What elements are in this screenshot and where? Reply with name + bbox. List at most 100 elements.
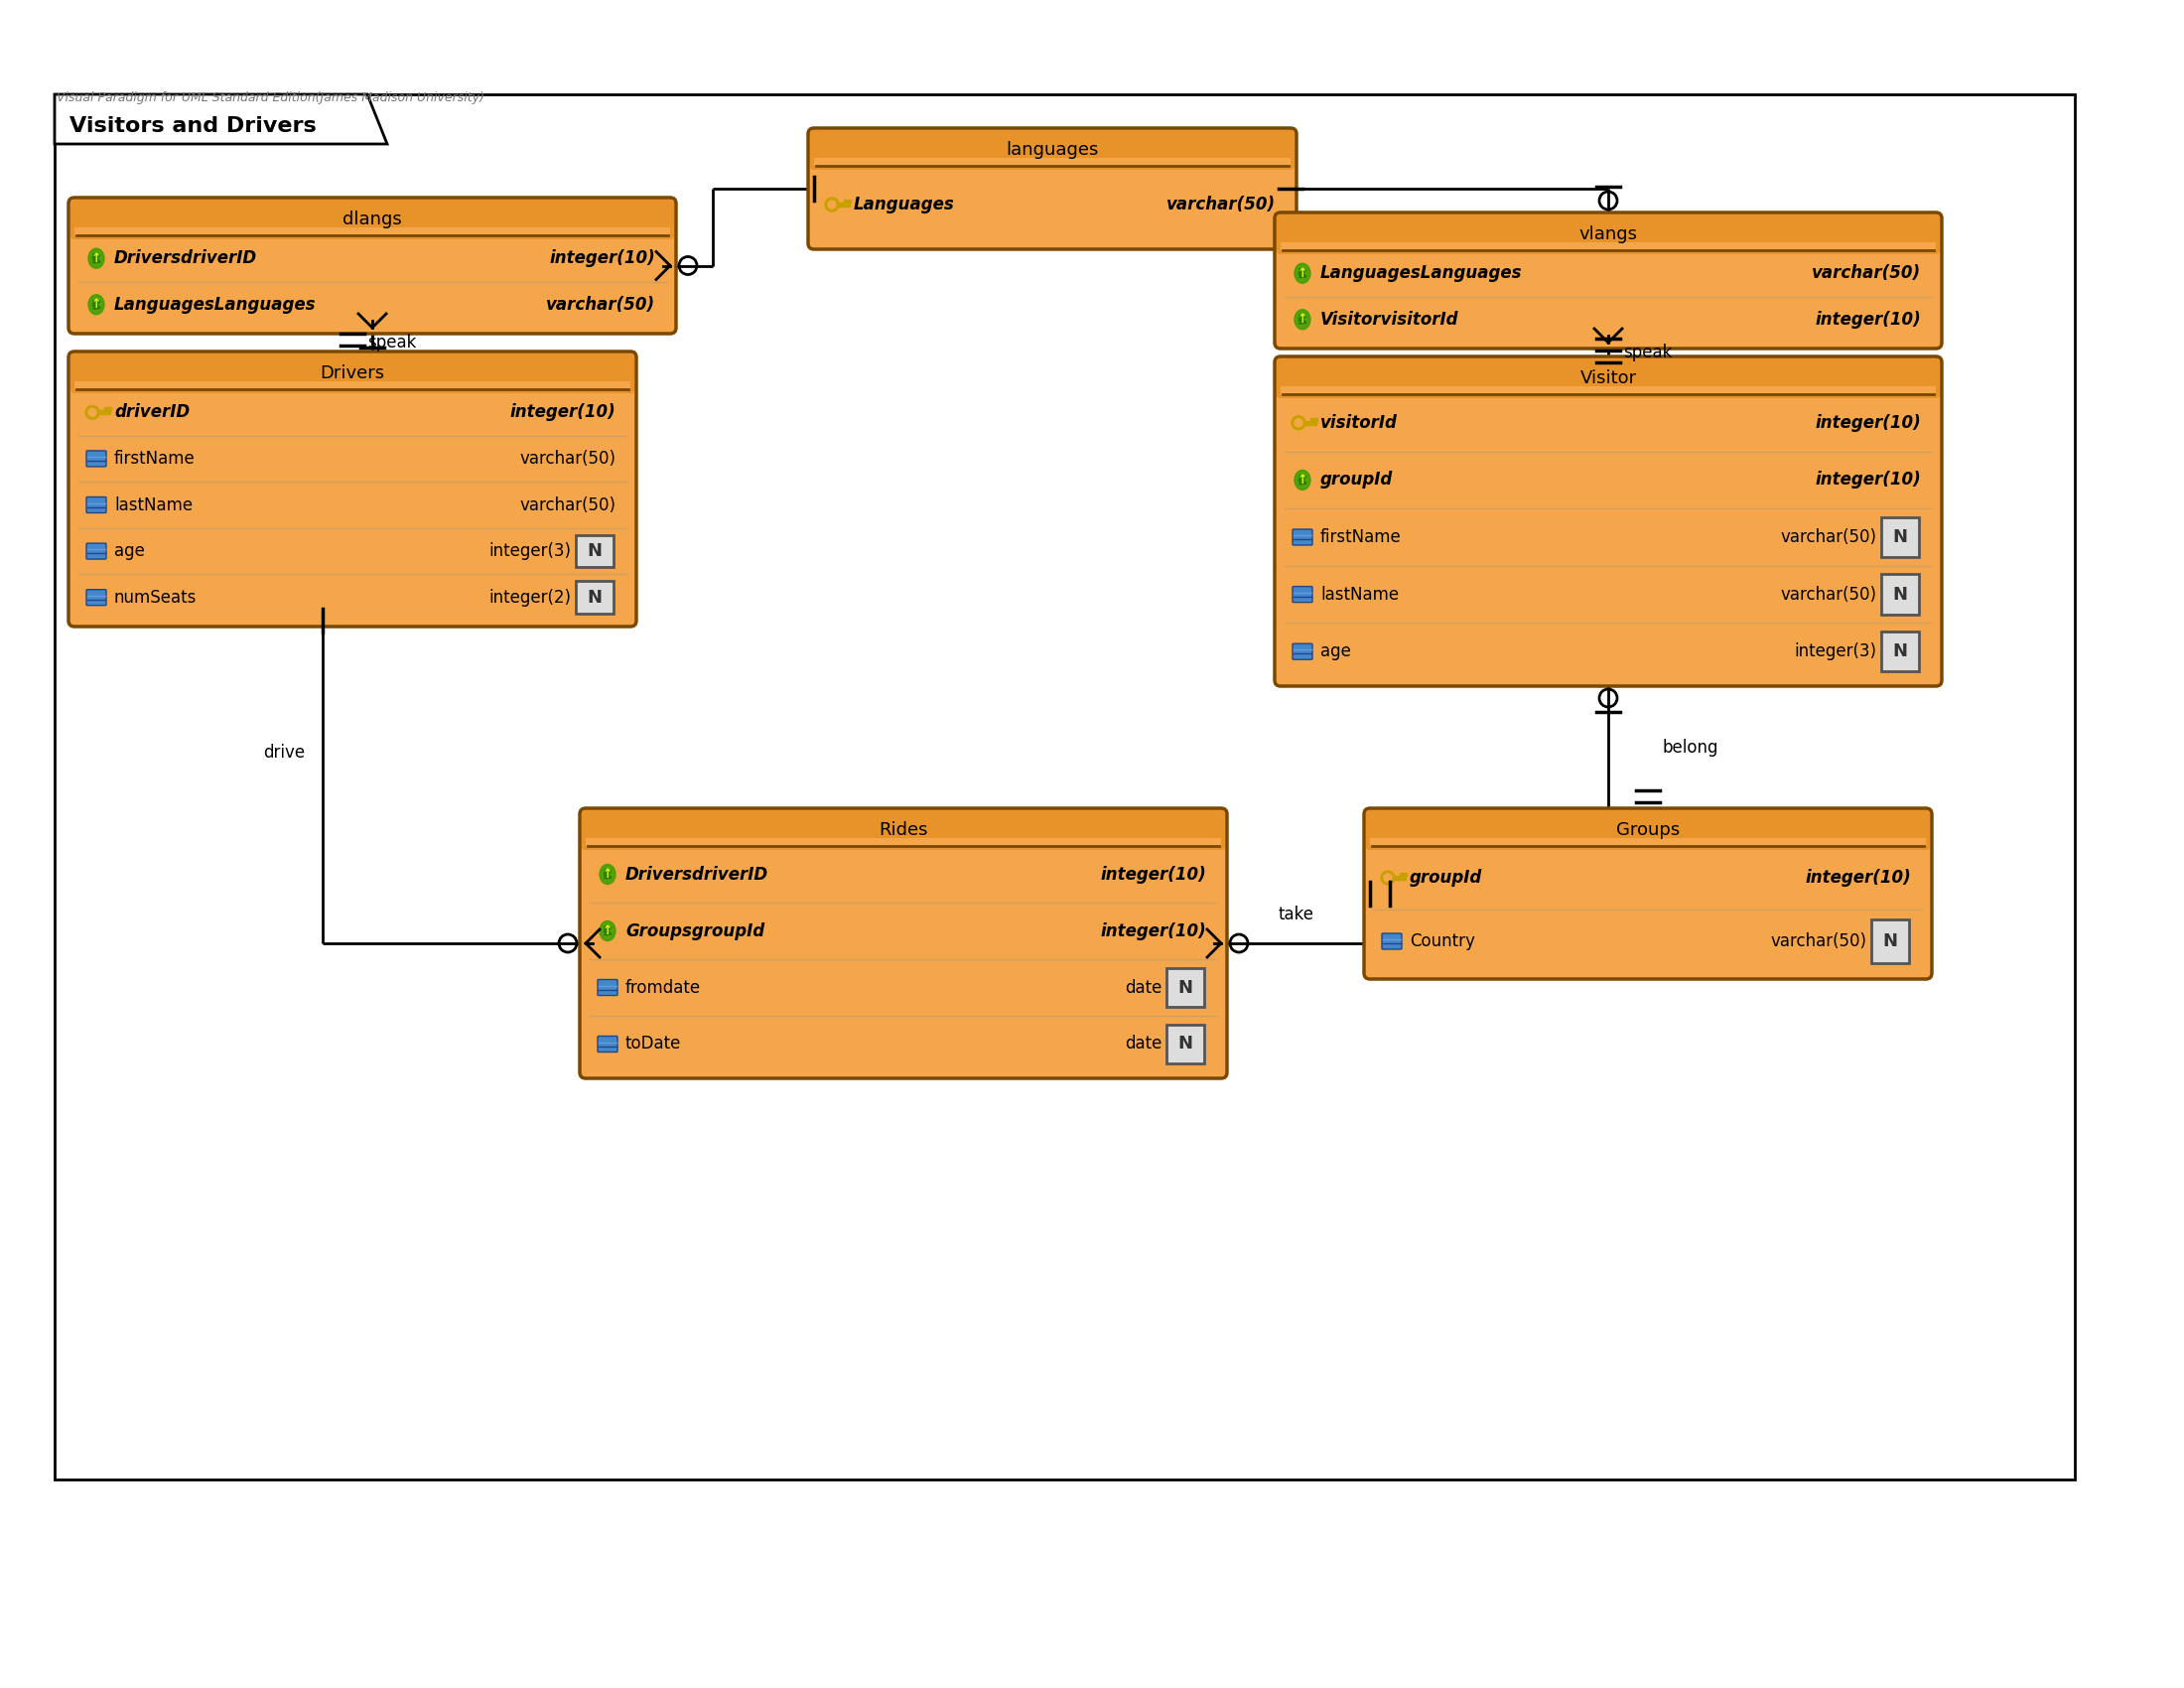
Text: Visitors and Drivers: Visitors and Drivers xyxy=(70,116,317,137)
Text: ↑: ↑ xyxy=(603,868,614,881)
Text: integer(10): integer(10) xyxy=(1815,471,1922,490)
FancyBboxPatch shape xyxy=(577,535,614,567)
FancyBboxPatch shape xyxy=(87,589,107,606)
Circle shape xyxy=(1291,415,1306,430)
Text: driverID: driverID xyxy=(114,403,190,422)
Text: varchar(50): varchar(50) xyxy=(520,496,616,513)
Text: varchar(50): varchar(50) xyxy=(546,295,655,314)
FancyBboxPatch shape xyxy=(1365,810,1931,851)
Text: integer(10): integer(10) xyxy=(1101,866,1206,883)
Text: integer(10): integer(10) xyxy=(509,403,616,422)
Text: fromdate: fromdate xyxy=(625,979,701,996)
Ellipse shape xyxy=(1295,469,1310,490)
Text: integer(3): integer(3) xyxy=(1793,643,1876,660)
Text: groupId: groupId xyxy=(1409,869,1483,886)
Text: toDate: toDate xyxy=(625,1035,681,1053)
Polygon shape xyxy=(843,199,847,203)
Text: Visual Paradigm for UML Standard Edition(James Madison University): Visual Paradigm for UML Standard Edition… xyxy=(57,91,485,105)
Polygon shape xyxy=(74,358,631,390)
Text: LanguagesLanguages: LanguagesLanguages xyxy=(114,295,317,314)
Ellipse shape xyxy=(87,248,105,268)
Polygon shape xyxy=(1400,873,1404,876)
Text: N: N xyxy=(1177,1035,1192,1053)
Text: LanguagesLanguages: LanguagesLanguages xyxy=(1321,265,1522,282)
FancyBboxPatch shape xyxy=(810,130,1295,170)
FancyBboxPatch shape xyxy=(581,810,1225,851)
Polygon shape xyxy=(1369,837,1926,846)
Text: ↑: ↑ xyxy=(603,925,614,937)
Text: varchar(50): varchar(50) xyxy=(1780,586,1876,603)
FancyBboxPatch shape xyxy=(1880,631,1920,672)
Text: varchar(50): varchar(50) xyxy=(1166,196,1275,213)
Polygon shape xyxy=(74,204,670,235)
Text: N: N xyxy=(1894,643,1907,660)
Text: varchar(50): varchar(50) xyxy=(520,449,616,468)
FancyBboxPatch shape xyxy=(1365,809,1933,979)
FancyBboxPatch shape xyxy=(1293,643,1313,660)
Polygon shape xyxy=(815,133,1291,165)
Polygon shape xyxy=(1280,387,1935,395)
Polygon shape xyxy=(55,95,387,143)
FancyBboxPatch shape xyxy=(1166,1025,1203,1063)
Text: Visitor: Visitor xyxy=(1579,370,1636,387)
Text: varchar(50): varchar(50) xyxy=(1780,528,1876,547)
Text: belong: belong xyxy=(1662,738,1719,756)
Text: date: date xyxy=(1125,1035,1162,1053)
Text: integer(10): integer(10) xyxy=(1815,414,1922,432)
Polygon shape xyxy=(74,381,631,390)
Text: speak: speak xyxy=(367,334,417,351)
Polygon shape xyxy=(1280,243,1935,250)
FancyBboxPatch shape xyxy=(598,979,618,996)
Circle shape xyxy=(1385,874,1391,881)
Polygon shape xyxy=(109,407,111,410)
Ellipse shape xyxy=(1295,263,1310,284)
Circle shape xyxy=(85,405,98,419)
Polygon shape xyxy=(1369,814,1926,846)
Text: N: N xyxy=(1894,586,1907,603)
Polygon shape xyxy=(1280,363,1935,395)
Circle shape xyxy=(828,201,836,209)
Text: numSeats: numSeats xyxy=(114,589,197,606)
Text: Country: Country xyxy=(1409,932,1474,950)
Polygon shape xyxy=(1304,420,1317,425)
FancyBboxPatch shape xyxy=(1382,933,1402,949)
Text: lastName: lastName xyxy=(1321,586,1400,603)
Text: VisitorvisitorId: VisitorvisitorId xyxy=(1321,311,1459,329)
Text: GroupsgroupId: GroupsgroupId xyxy=(625,922,764,940)
Text: speak: speak xyxy=(1623,344,1673,361)
Polygon shape xyxy=(98,410,109,414)
Text: DriversdriverID: DriversdriverID xyxy=(114,250,258,267)
Text: ↑: ↑ xyxy=(1297,312,1308,326)
Text: Rides: Rides xyxy=(878,820,928,839)
Text: N: N xyxy=(1894,528,1907,547)
Text: integer(10): integer(10) xyxy=(1101,922,1206,940)
Text: integer(3): integer(3) xyxy=(489,542,570,560)
FancyBboxPatch shape xyxy=(1275,213,1942,348)
Text: ↑: ↑ xyxy=(92,252,100,265)
FancyBboxPatch shape xyxy=(1293,530,1313,545)
FancyBboxPatch shape xyxy=(808,128,1297,250)
Polygon shape xyxy=(585,814,1221,846)
Text: drive: drive xyxy=(262,743,306,761)
Polygon shape xyxy=(1280,218,1935,250)
Text: varchar(50): varchar(50) xyxy=(1769,932,1867,950)
FancyBboxPatch shape xyxy=(70,199,675,240)
Text: firstName: firstName xyxy=(114,449,194,468)
Ellipse shape xyxy=(1295,309,1310,329)
Text: DriversdriverID: DriversdriverID xyxy=(625,866,769,883)
FancyBboxPatch shape xyxy=(598,1036,618,1052)
Text: firstName: firstName xyxy=(1321,528,1402,547)
Text: ↑: ↑ xyxy=(1297,474,1308,486)
Text: varchar(50): varchar(50) xyxy=(1811,265,1922,282)
Polygon shape xyxy=(1404,873,1406,876)
FancyBboxPatch shape xyxy=(70,353,633,393)
Polygon shape xyxy=(105,407,109,410)
Text: N: N xyxy=(587,589,603,606)
FancyBboxPatch shape xyxy=(68,351,636,626)
Text: ↑: ↑ xyxy=(92,299,100,311)
Text: visitorId: visitorId xyxy=(1321,414,1398,432)
Text: N: N xyxy=(1883,932,1898,950)
Polygon shape xyxy=(1310,419,1315,420)
Circle shape xyxy=(1295,419,1302,427)
Polygon shape xyxy=(836,203,850,206)
